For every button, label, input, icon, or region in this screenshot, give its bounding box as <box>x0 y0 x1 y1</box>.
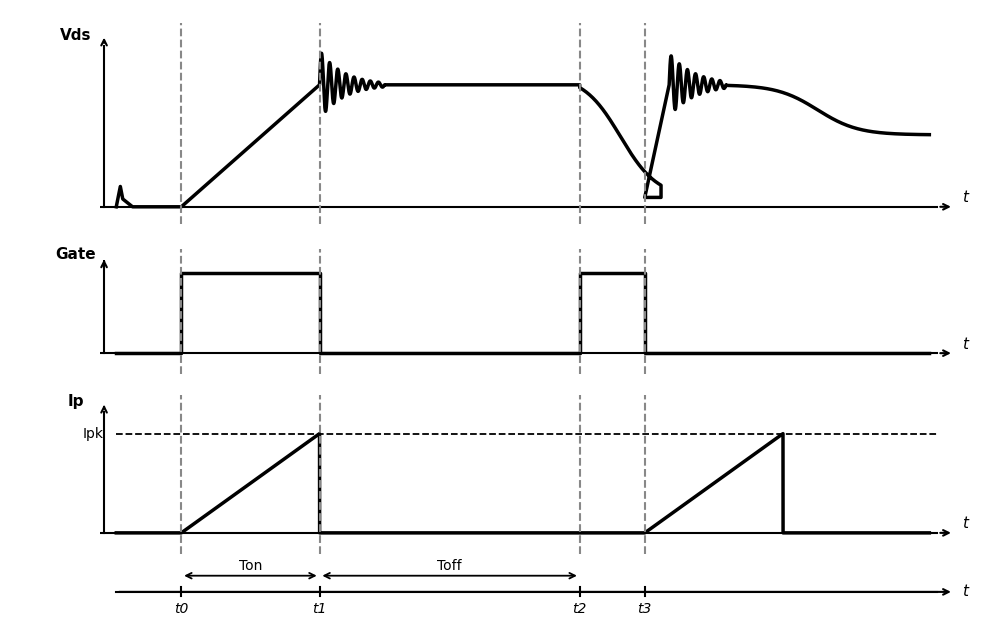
Text: t0: t0 <box>174 602 188 616</box>
Text: t1: t1 <box>312 602 327 616</box>
Text: Ipk: Ipk <box>83 427 104 441</box>
Text: t2: t2 <box>573 602 587 616</box>
Text: t: t <box>962 517 968 531</box>
Text: t: t <box>962 337 968 352</box>
Text: t: t <box>962 584 968 599</box>
Text: t: t <box>962 190 968 205</box>
Text: Gate: Gate <box>55 247 96 262</box>
Text: Ip: Ip <box>67 394 84 409</box>
Text: Toff: Toff <box>437 559 462 573</box>
Text: t3: t3 <box>638 602 652 616</box>
Text: Ton: Ton <box>239 559 262 573</box>
Text: Vds: Vds <box>60 27 91 43</box>
